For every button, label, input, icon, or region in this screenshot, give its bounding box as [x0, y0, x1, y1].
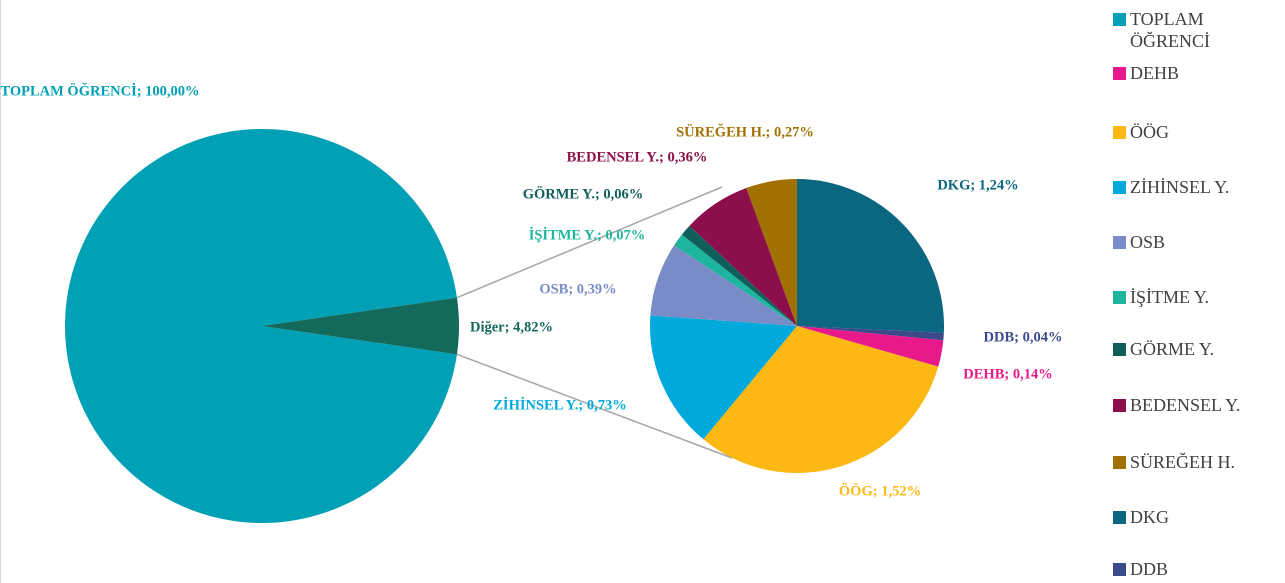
- data-label: OSB; 0,39%: [539, 281, 616, 297]
- legend-swatch: [1113, 181, 1126, 194]
- pie-slice: [681, 225, 797, 326]
- legend-item: OSB: [1110, 231, 1275, 253]
- legend-item: TOPLAM ÖĞRENCİ: [1110, 8, 1275, 52]
- connector-line: [456, 186, 723, 299]
- legend-label: BEDENSEL Y.: [1130, 395, 1241, 415]
- pie-slice: [703, 326, 939, 473]
- pie-slice: [674, 234, 797, 326]
- legend-swatch: [1113, 236, 1126, 249]
- legend-label: DEHB: [1130, 63, 1179, 83]
- data-label: DKG; 1,24%: [937, 177, 1018, 193]
- pie-slice: [650, 315, 797, 440]
- pie-slice: [797, 326, 944, 341]
- legend-swatch: [1113, 456, 1126, 469]
- data-label: SÜREĞEH H.; 0,27%: [676, 123, 814, 140]
- legend-item: BEDENSEL Y.: [1110, 394, 1275, 416]
- legend-swatch: [1113, 563, 1126, 576]
- data-label: BEDENSEL Y.; 0,36%: [567, 149, 708, 165]
- pie-slice: [650, 245, 797, 326]
- legend-label: ÖÖG: [1130, 122, 1169, 142]
- legend-item: DEHB: [1110, 62, 1275, 84]
- legend-item: DDB: [1110, 558, 1275, 580]
- legend-label: TOPLAM ÖĞRENCİ: [1130, 9, 1210, 51]
- data-label: Diğer; 4,82%: [470, 319, 553, 335]
- data-label: İŞİTME Y.; 0,07%: [529, 226, 646, 243]
- legend-item: ZİHİNSEL Y.: [1110, 176, 1275, 198]
- data-label: TOPLAM ÖĞRENCİ; 100,00%: [0, 82, 199, 99]
- legend-label: OSB: [1130, 232, 1166, 252]
- legend-label: SÜREĞEH H.: [1130, 452, 1236, 472]
- legend-swatch: [1113, 399, 1126, 412]
- data-label: GÖRME Y.; 0,06%: [523, 185, 644, 202]
- legend-item: DKG: [1110, 506, 1275, 528]
- legend-swatch: [1113, 511, 1126, 524]
- pie-slice: [746, 179, 797, 326]
- legend-swatch: [1113, 343, 1126, 356]
- legend-item: İŞİTME Y.: [1110, 286, 1275, 308]
- legend-item: GÖRME Y.: [1110, 338, 1275, 360]
- pie-slice: [797, 326, 944, 367]
- legend-label: GÖRME Y.: [1130, 339, 1215, 359]
- legend-label: ZİHİNSEL Y.: [1130, 177, 1230, 197]
- legend-swatch: [1113, 13, 1126, 26]
- legend-swatch: [1113, 67, 1126, 80]
- data-label: DEHB; 0,14%: [963, 366, 1052, 382]
- legend-label: DDB: [1130, 559, 1169, 579]
- legend-swatch: [1113, 126, 1126, 139]
- data-label: ÖÖG; 1,52%: [839, 482, 921, 499]
- pie-slice: [262, 297, 460, 355]
- legend-label: DKG: [1130, 507, 1169, 527]
- legend-item: ÖÖG: [1110, 121, 1275, 143]
- legend-swatch: [1113, 291, 1126, 304]
- pie-slice: [689, 188, 797, 326]
- plot: TOPLAM ÖĞRENCİ; 100,00% DEHB; 0,14% ÖÖG; 1…: [0, 0, 1063, 583]
- legend-label: İŞİTME Y.: [1130, 287, 1210, 307]
- legend-item: SÜREĞEH H.: [1110, 451, 1275, 473]
- pie-slice: [797, 179, 945, 333]
- pie-slice: [65, 129, 457, 523]
- data-label: ZİHİNSEL Y.; 0,73%: [493, 396, 627, 413]
- data-label: DDB; 0,04%: [984, 329, 1063, 345]
- connector-line: [456, 353, 733, 459]
